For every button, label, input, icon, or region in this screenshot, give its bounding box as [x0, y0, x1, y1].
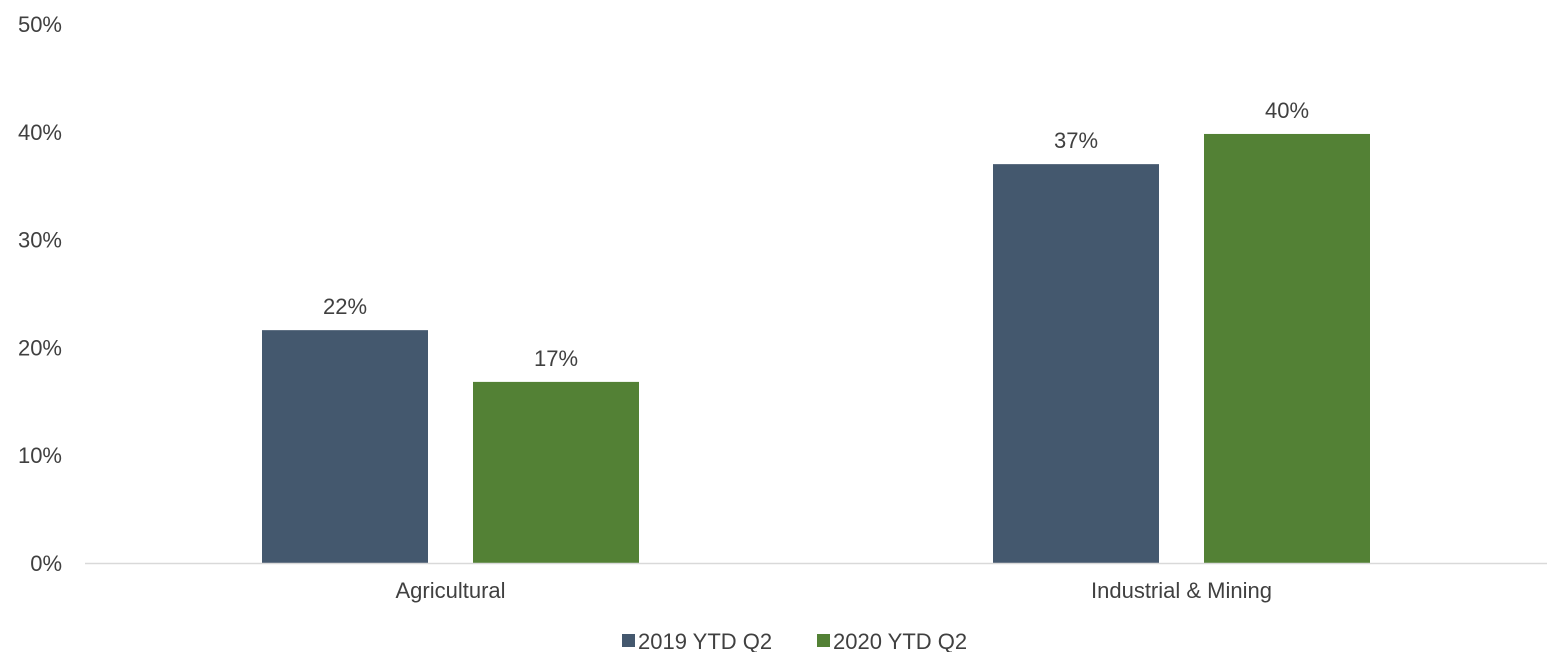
x-category-label: Industrial & Mining [1091, 578, 1272, 603]
data-label: 40% [1265, 98, 1309, 123]
bar-series-2-industrial-mining [1204, 133, 1370, 563]
y-tick-label: 20% [18, 335, 62, 360]
data-label: 22% [323, 294, 367, 319]
y-tick-label: 40% [18, 120, 62, 145]
data-labels: 22% 17% 37% 40% [323, 98, 1309, 371]
bars [262, 133, 1370, 563]
y-tick-label: 0% [30, 551, 62, 576]
bar-series-1-agricultural [262, 330, 428, 563]
y-tick-label: 30% [18, 228, 62, 253]
y-tick-label: 10% [18, 443, 62, 468]
x-axis: Agricultural Industrial & Mining [395, 578, 1272, 603]
legend-label: 2019 YTD Q2 [638, 629, 772, 652]
legend: 2019 YTD Q2 2020 YTD Q2 [622, 629, 967, 652]
legend-swatch [622, 634, 635, 647]
data-label: 37% [1054, 128, 1098, 153]
bar-series-1-industrial-mining [993, 164, 1159, 563]
y-axis: 0% 10% 20% 30% 40% 50% [18, 12, 62, 576]
bar-series-2-agricultural [473, 381, 639, 563]
data-label: 17% [534, 346, 578, 371]
y-tick-label: 50% [18, 12, 62, 37]
legend-label: 2020 YTD Q2 [833, 629, 967, 652]
x-category-label: Agricultural [395, 578, 505, 603]
legend-swatch [817, 634, 830, 647]
